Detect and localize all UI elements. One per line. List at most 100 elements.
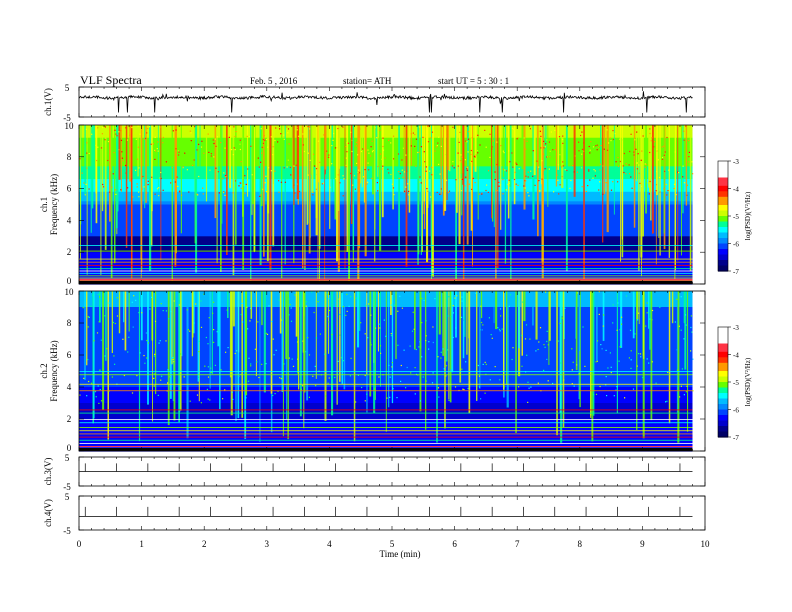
spectrogram-streak: [357, 125, 360, 281]
spectrogram-speck: [465, 361, 467, 363]
spectrogram-streak: [677, 125, 679, 261]
spectrogram-speck: [525, 175, 527, 177]
colorbar-step: [718, 199, 728, 203]
spectrogram-line: [79, 371, 693, 372]
spectrogram-streak: [468, 291, 471, 414]
spectrogram-speck: [92, 294, 94, 296]
spectrogram-speck: [414, 145, 416, 147]
spectrogram-speck: [625, 163, 627, 165]
spectrogram-speck: [408, 194, 410, 196]
spectrogram-speck: [658, 176, 661, 179]
spectrogram-streak: [331, 125, 334, 193]
spectrogram-speck: [288, 314, 290, 316]
spectrogram-speck: [464, 185, 466, 187]
colorbar-tick-label: -6: [733, 407, 739, 415]
spectrogram-speck: [178, 191, 181, 193]
spectrogram-streak: [548, 291, 551, 341]
spectrogram-speck: [369, 342, 372, 344]
spectrogram-speck: [275, 127, 277, 129]
spectrogram-speck: [189, 400, 191, 402]
spectrogram-speck: [186, 309, 188, 311]
spectrogram-speck: [401, 169, 403, 171]
spectrogram-streak: [455, 291, 457, 338]
spectrogram-speck: [275, 349, 277, 351]
spectrogram-streak: [445, 291, 448, 362]
spectrogram-streak: [510, 125, 512, 280]
spectrogram-speck: [297, 358, 299, 360]
spectrogram-speck: [445, 365, 447, 367]
spectrogram-streak: [532, 125, 535, 220]
spectrogram-streak: [671, 291, 674, 324]
spectrogram-speck: [136, 186, 138, 188]
spectrogram-streak: [229, 125, 232, 189]
spectrogram-speck: [440, 188, 442, 190]
spectrogram-line: [79, 419, 693, 420]
spectrogram-speck: [639, 182, 641, 184]
colorbar-step: [718, 172, 728, 176]
spectrogram-speck: [355, 401, 357, 403]
spectrogram-streak: [477, 125, 479, 220]
spectrogram-streak: [91, 125, 94, 209]
spectrogram-streak: [438, 291, 441, 335]
spectrogram-speck: [183, 376, 185, 378]
spectrogram-speck: [558, 193, 560, 195]
spectrogram-speck: [86, 142, 88, 144]
spectrogram-streak: [565, 125, 568, 272]
spectrogram-speck: [337, 174, 339, 176]
colorbar-step: [718, 390, 728, 394]
spectrogram-speck: [665, 183, 667, 186]
spectrogram-speck: [491, 148, 493, 150]
spectrogram-speck: [566, 169, 568, 172]
spectrogram-speck: [499, 184, 501, 186]
spectrogram-speck: [437, 387, 440, 389]
spectrogram-speck: [210, 155, 212, 157]
colorbar-tick-label: -4: [733, 186, 739, 194]
spectrogram-speck: [88, 380, 90, 383]
spectrogram-speck: [319, 333, 321, 335]
spectrogram-speck: [489, 133, 491, 135]
spectrogram-speck: [690, 315, 692, 317]
spectrogram-band: [79, 358, 693, 362]
spectrogram-streak: [359, 291, 361, 331]
spectrogram-speck: [271, 320, 273, 323]
spectrogram-speck: [655, 190, 657, 192]
spectrogram-speck: [651, 319, 653, 321]
spectrogram-speck: [529, 128, 531, 130]
spectrogram-speck: [262, 139, 264, 141]
spectrogram-speck: [249, 320, 251, 322]
spectrogram-speck: [425, 380, 427, 382]
spectrogram-streak: [540, 125, 543, 185]
spectrogram-speck: [560, 166, 563, 168]
spectrogram-speck: [389, 376, 391, 378]
spectrogram-band: [79, 412, 693, 417]
spectrogram-speck: [370, 344, 372, 346]
spectrogram-speck: [649, 128, 651, 130]
spectrogram-speck: [406, 366, 408, 369]
spectrogram-speck: [452, 305, 454, 307]
spectrogram-speck: [339, 182, 341, 184]
spectrogram-streak: [235, 125, 237, 245]
spectrogram-band: [79, 332, 693, 337]
spectrogram-streak: [555, 125, 558, 187]
spectrogram-speck: [655, 382, 657, 384]
spectrogram-speck: [588, 145, 590, 148]
spectrogram-speck: [596, 144, 598, 146]
spectrogram-speck: [665, 401, 667, 403]
spectrogram-speck: [485, 146, 487, 148]
spectrogram-speck: [168, 318, 170, 320]
spectrogram-speck: [499, 379, 501, 381]
spectrogram-speck: [317, 291, 319, 293]
spectrogram-band: [79, 351, 693, 356]
spectrogram-streak: [293, 125, 295, 205]
spectrogram-speck: [196, 149, 198, 151]
spectrogram-speck: [147, 184, 149, 186]
spectrogram-streak: [186, 291, 189, 439]
spectrogram-speck: [690, 326, 692, 329]
spectrogram-speck: [389, 396, 391, 398]
spectrogram-speck: [585, 190, 587, 193]
spectrogram-speck: [617, 302, 619, 304]
spectrogram-speck: [498, 185, 500, 187]
spectrogram-speck: [227, 347, 229, 349]
colorbar-step: [718, 398, 728, 402]
spectrogram-speck: [516, 138, 518, 140]
